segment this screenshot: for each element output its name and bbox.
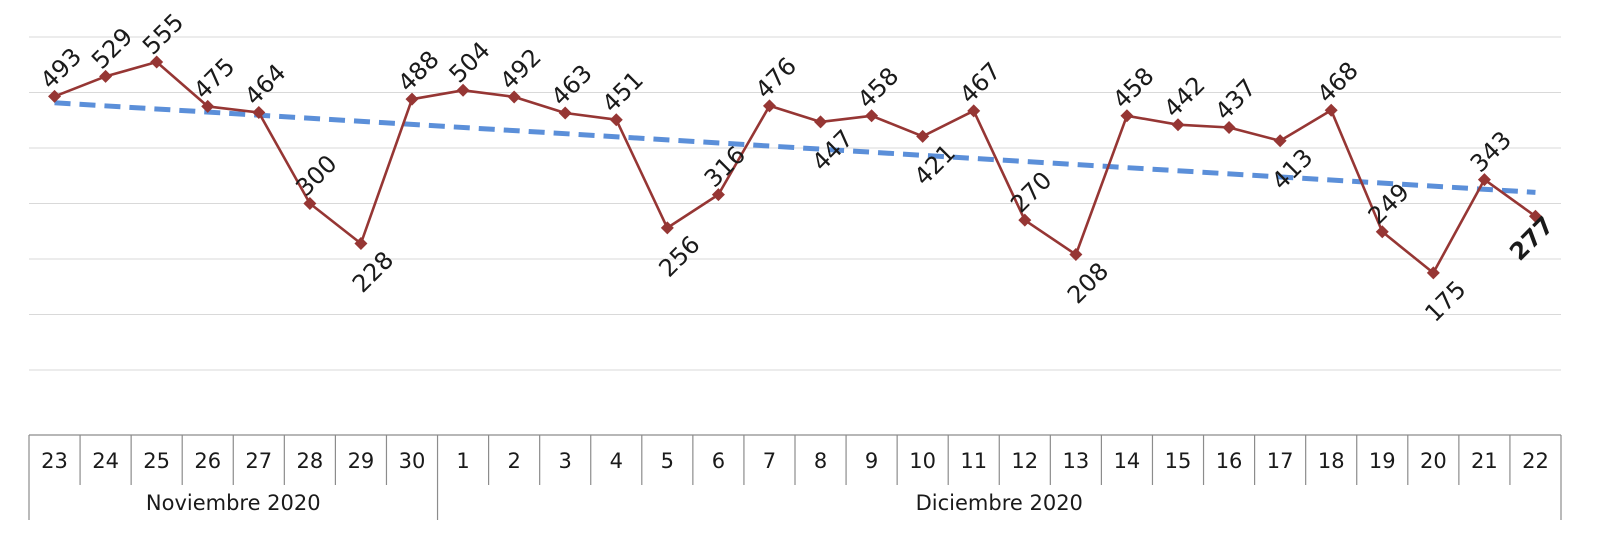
x-tick-label: 8 <box>814 449 827 473</box>
data-point-marker <box>1477 173 1491 187</box>
x-tick-label: 21 <box>1471 449 1498 473</box>
data-label: 451 <box>597 66 649 118</box>
data-point-marker <box>99 69 113 83</box>
data-label: 529 <box>86 22 138 74</box>
x-tick-label: 23 <box>41 449 68 473</box>
data-label: 447 <box>807 124 859 176</box>
x-tick-label: 1 <box>456 449 469 473</box>
data-point-marker <box>1528 209 1542 223</box>
data-label: 504 <box>444 36 496 88</box>
data-label: 256 <box>653 230 705 282</box>
data-point-marker <box>1120 109 1134 123</box>
x-tick-label: 17 <box>1267 449 1294 473</box>
x-tick-label: 25 <box>143 449 170 473</box>
x-tick-label: 16 <box>1216 449 1243 473</box>
data-point-marker <box>507 90 521 104</box>
x-tick-label: 9 <box>865 449 878 473</box>
data-label: 343 <box>1465 126 1517 178</box>
data-label: 228 <box>347 246 399 298</box>
data-label: 468 <box>1312 56 1364 108</box>
x-tick-label: 20 <box>1420 449 1447 473</box>
x-tick-label: 13 <box>1062 449 1089 473</box>
data-label: 442 <box>1158 71 1210 123</box>
x-tick-label: 24 <box>92 449 119 473</box>
markers-layer <box>48 55 1542 280</box>
data-label: 476 <box>750 52 802 104</box>
x-tick-label: 14 <box>1114 449 1141 473</box>
data-point-marker <box>150 55 164 69</box>
data-point-marker <box>1426 266 1440 280</box>
x-tick-label: 6 <box>712 449 725 473</box>
data-point-marker <box>660 221 674 235</box>
data-point-marker <box>354 236 368 250</box>
data-point-marker <box>558 106 572 120</box>
x-tick-label: 27 <box>245 449 272 473</box>
trendline <box>54 100 1536 195</box>
data-point-marker <box>916 129 930 143</box>
x-tick-label: 3 <box>559 449 572 473</box>
data-label: 464 <box>239 59 291 111</box>
data-label: 277 <box>1504 211 1559 266</box>
x-tick-label: 11 <box>960 449 987 473</box>
series-line-layer <box>54 60 1537 275</box>
data-point-marker <box>1171 118 1185 132</box>
x-tick-label: 26 <box>194 449 221 473</box>
data-label: 463 <box>546 59 598 111</box>
data-point-marker <box>1069 248 1083 262</box>
data-point-marker <box>762 99 776 113</box>
data-point-marker <box>252 105 266 119</box>
data-point-marker <box>1375 225 1389 239</box>
data-point-marker <box>1324 103 1338 117</box>
x-axis: 23 24 25 26 27 28 29 30 1 2 3 4 5 6 7 8 9 10 11 12 13 14 15 16 1… <box>28 434 1562 520</box>
month-group-label: Diciembre 2020 <box>916 491 1083 515</box>
data-label: 458 <box>1107 62 1159 114</box>
x-tick-label: 2 <box>507 449 520 473</box>
data-label: 555 <box>137 8 189 60</box>
data-label: 300 <box>290 150 342 202</box>
data-label: 488 <box>392 45 444 97</box>
month-group-label: Noviembre 2020 <box>146 491 321 515</box>
x-tick-label: 29 <box>348 449 375 473</box>
x-tick-label: 28 <box>296 449 323 473</box>
data-label: 492 <box>495 43 547 95</box>
data-label: 437 <box>1210 74 1262 126</box>
x-tick-label: 4 <box>610 449 623 473</box>
data-label: 175 <box>1419 275 1471 327</box>
data-point-marker <box>1273 134 1287 148</box>
data-point-marker <box>1018 213 1032 227</box>
data-point-marker <box>711 188 725 202</box>
series-line <box>54 60 1537 275</box>
data-point-marker <box>201 99 215 113</box>
data-label: 421 <box>909 139 961 191</box>
data-point-marker <box>48 89 62 103</box>
data-point-marker <box>456 83 470 97</box>
data-label: 458 <box>852 62 904 114</box>
trendline-layer <box>54 100 1536 195</box>
data-label: 467 <box>954 57 1006 109</box>
x-tick-label: 30 <box>399 449 426 473</box>
data-point-marker <box>405 92 419 106</box>
x-tick-label: 19 <box>1369 449 1396 473</box>
data-point-marker <box>967 104 981 118</box>
x-tick-label: 7 <box>763 449 776 473</box>
data-label: 208 <box>1062 257 1114 309</box>
data-point-marker <box>1222 120 1236 134</box>
data-point-marker <box>609 113 623 127</box>
x-tick-label: 10 <box>909 449 936 473</box>
data-labels-layer: 4935295554754643002284885044924634512563… <box>35 8 1559 327</box>
data-point-marker <box>814 115 828 129</box>
x-tick-label: 22 <box>1522 449 1549 473</box>
data-point-marker <box>865 109 879 123</box>
x-tick-label: 18 <box>1318 449 1345 473</box>
x-tick-label: 15 <box>1165 449 1192 473</box>
data-label: 270 <box>1005 166 1057 218</box>
data-point-marker <box>303 197 317 210</box>
gridlines <box>29 36 1561 371</box>
data-label: 413 <box>1266 143 1318 195</box>
x-tick-label: 5 <box>661 449 674 473</box>
x-tick-label: 12 <box>1011 449 1038 473</box>
